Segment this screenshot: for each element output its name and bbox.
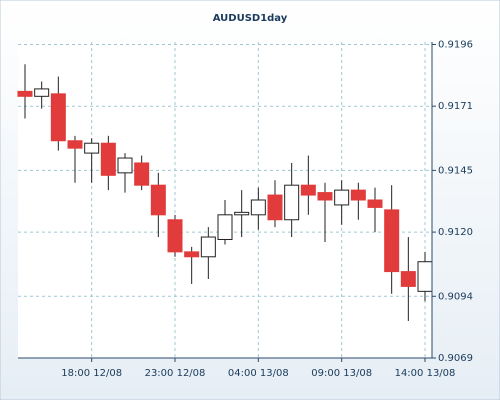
x-tick-label: 18:00 12/08: [61, 368, 122, 379]
y-tick-label: 0.9145: [438, 165, 473, 176]
x-tick-label: 09:00 13/08: [311, 368, 372, 379]
candle-body: [350, 189, 366, 201]
chart-title: AUDUSD1day: [213, 13, 288, 24]
candle-body: [117, 157, 133, 174]
candle-body: [367, 199, 383, 208]
candle-body: [150, 184, 166, 216]
candle-body: [84, 142, 100, 154]
candle-body: [184, 251, 200, 258]
x-tick-label: 14:00 13/08: [395, 368, 456, 379]
y-tick-label: 0.9120: [438, 227, 473, 238]
candle-body: [100, 142, 116, 176]
candle-body: [400, 271, 416, 287]
candle-body: [384, 209, 400, 273]
candle-body: [300, 184, 316, 196]
candle-body: [134, 162, 150, 186]
candle-body: [167, 219, 183, 253]
y-tick-label: 0.9069: [438, 353, 473, 364]
candle-body: [67, 140, 83, 149]
candle-body: [50, 93, 66, 142]
plot: [17, 42, 433, 358]
candle-body: [317, 192, 333, 201]
x-tick-label: 23:00 12/08: [145, 368, 206, 379]
candle-body: [334, 189, 350, 206]
candle-body: [34, 88, 50, 97]
x-tick-label: 04:00 13/08: [228, 368, 289, 379]
candle-body: [250, 199, 266, 216]
candle-body: [284, 184, 300, 221]
candle-body: [267, 194, 283, 221]
candle-body: [417, 261, 433, 292]
candle-body: [200, 236, 216, 258]
candle-body: [234, 211, 250, 216]
candle-body: [217, 214, 233, 240]
y-tick-label: 0.9171: [438, 101, 473, 112]
y-tick-label: 0.9094: [438, 291, 473, 302]
candle-body: [17, 90, 33, 97]
y-tick-label: 0.9196: [438, 39, 473, 50]
